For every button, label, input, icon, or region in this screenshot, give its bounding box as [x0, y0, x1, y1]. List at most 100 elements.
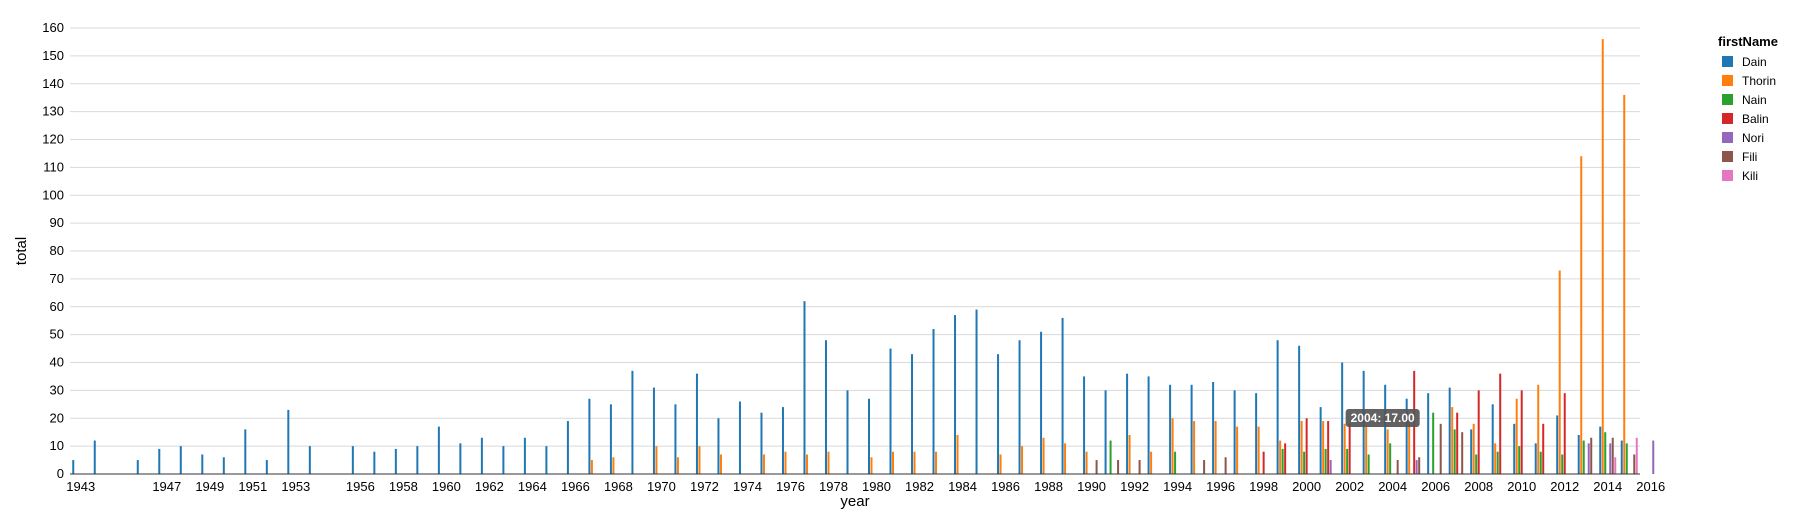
bar[interactable] — [870, 457, 873, 474]
bar[interactable] — [609, 404, 612, 474]
bar[interactable] — [674, 404, 677, 474]
bar[interactable] — [1494, 443, 1497, 474]
bar[interactable] — [1580, 156, 1583, 474]
bar[interactable] — [588, 398, 591, 474]
bar[interactable] — [1233, 390, 1236, 475]
bar[interactable] — [1405, 398, 1408, 474]
bar[interactable] — [1418, 457, 1421, 474]
bar[interactable] — [1542, 423, 1545, 474]
bar[interactable] — [1389, 443, 1392, 474]
bar[interactable] — [695, 373, 698, 474]
bar[interactable] — [1169, 384, 1172, 474]
bar[interactable] — [179, 446, 182, 475]
bar[interactable] — [1018, 340, 1021, 474]
bar[interactable] — [612, 457, 615, 474]
bar[interactable] — [244, 429, 247, 474]
bar[interactable] — [1346, 448, 1349, 474]
bar[interactable] — [1415, 460, 1418, 474]
bar[interactable] — [999, 454, 1002, 474]
bar[interactable] — [1499, 373, 1502, 474]
bar[interactable] — [889, 348, 892, 474]
bar[interactable] — [1451, 407, 1454, 474]
bar[interactable] — [913, 451, 916, 474]
bar[interactable] — [545, 446, 548, 475]
bar[interactable] — [566, 421, 569, 474]
bar[interactable] — [827, 451, 830, 474]
bar[interactable] — [1021, 446, 1024, 475]
bar[interactable] — [868, 398, 870, 474]
bar[interactable] — [1635, 437, 1638, 474]
bar[interactable] — [1491, 404, 1494, 474]
bar[interactable] — [1329, 460, 1332, 474]
bar[interactable] — [1587, 443, 1590, 474]
bar[interactable] — [1150, 451, 1153, 474]
bar[interactable] — [1470, 429, 1473, 474]
bar[interactable] — [824, 340, 827, 474]
bar[interactable] — [480, 437, 483, 474]
bar[interactable] — [1453, 429, 1456, 474]
bar[interactable] — [935, 451, 938, 474]
bar[interactable] — [459, 443, 462, 474]
bar[interactable] — [698, 446, 701, 475]
bar[interactable] — [1138, 460, 1141, 474]
bar[interactable] — [1224, 457, 1227, 474]
bar[interactable] — [437, 426, 440, 474]
bar[interactable] — [1652, 440, 1655, 474]
bar[interactable] — [738, 401, 741, 474]
bar[interactable] — [1563, 393, 1566, 474]
bar[interactable] — [1427, 393, 1430, 474]
bar[interactable] — [1582, 440, 1585, 474]
bar[interactable] — [1303, 451, 1306, 474]
bar[interactable] — [1042, 437, 1045, 474]
bar[interactable] — [1408, 415, 1411, 474]
bar[interactable] — [1236, 426, 1239, 474]
bar[interactable] — [1322, 421, 1325, 474]
bar[interactable] — [954, 315, 957, 474]
bar[interactable] — [1537, 384, 1540, 474]
bar[interactable] — [652, 387, 655, 474]
bar[interactable] — [1561, 454, 1564, 474]
bar[interactable] — [1255, 393, 1258, 474]
bar[interactable] — [1620, 440, 1623, 474]
bar[interactable] — [781, 407, 784, 474]
bar[interactable] — [1327, 421, 1330, 474]
bar[interactable] — [1448, 387, 1451, 474]
bar[interactable] — [287, 409, 290, 474]
bar[interactable] — [717, 418, 720, 474]
bar[interactable] — [1604, 432, 1607, 474]
bar[interactable] — [1461, 432, 1464, 474]
bar[interactable] — [1324, 448, 1327, 474]
bar[interactable] — [932, 329, 935, 474]
bar[interactable] — [1040, 331, 1043, 474]
bar[interactable] — [1623, 94, 1626, 475]
bar[interactable] — [911, 354, 914, 474]
bar[interactable] — [1214, 421, 1217, 474]
bar[interactable] — [1456, 412, 1459, 474]
bar[interactable] — [760, 412, 763, 474]
bar[interactable] — [1475, 454, 1478, 474]
bar[interactable] — [719, 454, 722, 474]
bar[interactable] — [72, 460, 75, 474]
bar[interactable] — [1477, 390, 1480, 475]
bar[interactable] — [1279, 440, 1282, 474]
bar[interactable] — [1472, 423, 1475, 474]
bar[interactable] — [1262, 451, 1265, 474]
bar[interactable] — [1396, 460, 1399, 474]
bar[interactable] — [1601, 39, 1604, 475]
bar[interactable] — [1064, 443, 1067, 474]
bar[interactable] — [1174, 451, 1177, 474]
bar[interactable] — [394, 448, 397, 474]
bar[interactable] — [1281, 448, 1284, 474]
bar[interactable] — [265, 460, 268, 474]
bar[interactable] — [1305, 418, 1308, 474]
bar[interactable] — [1496, 451, 1499, 474]
bar[interactable] — [1365, 426, 1368, 474]
bar[interactable] — [1343, 423, 1346, 474]
bar[interactable] — [502, 446, 505, 475]
bar[interactable] — [1520, 390, 1523, 475]
bar[interactable] — [1109, 440, 1112, 474]
bar[interactable] — [956, 434, 959, 474]
bar[interactable] — [1386, 429, 1389, 474]
bar[interactable] — [1556, 415, 1559, 474]
bar[interactable] — [1276, 340, 1279, 474]
